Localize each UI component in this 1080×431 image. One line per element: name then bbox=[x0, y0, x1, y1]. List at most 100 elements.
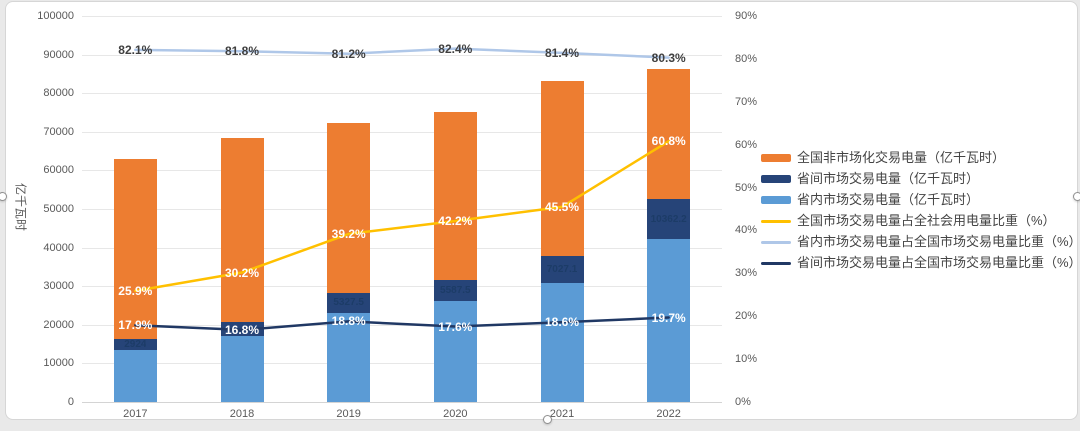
legend-item-label: 省间市场交易电量（亿千瓦时） bbox=[797, 171, 980, 186]
resize-handle-bottom[interactable] bbox=[543, 415, 552, 424]
line-point-label: 18.8% bbox=[331, 314, 366, 329]
line-point-label: 30.2% bbox=[224, 265, 260, 280]
legend-item-intraprovincial-volume[interactable]: 省内市场交易电量（亿千瓦时） bbox=[761, 193, 1080, 207]
bar-segment[interactable]: 7027.1 bbox=[540, 256, 584, 284]
right-axis-tick: 80% bbox=[735, 52, 758, 65]
line-point-label: 39.2% bbox=[331, 226, 366, 241]
legend-item-interprovincial-volume[interactable]: 省间市场交易电量（亿千瓦时） bbox=[761, 172, 1080, 186]
bar-segment[interactable] bbox=[540, 81, 584, 256]
gridline bbox=[82, 93, 722, 95]
line-point-label: 81.2% bbox=[331, 46, 366, 61]
bar-segment[interactable] bbox=[433, 112, 477, 280]
legend-swatch bbox=[761, 219, 791, 223]
x-axis-label: 2017 bbox=[123, 408, 148, 420]
gridline bbox=[82, 286, 722, 288]
legend-item-label: 省内市场交易电量（亿千瓦时） bbox=[797, 192, 980, 207]
resize-handle-right[interactable] bbox=[1073, 192, 1080, 201]
legend-item-interprovincial-share-line[interactable]: 省间市场交易电量占全国市场交易电量比重（%） bbox=[761, 256, 1080, 270]
bar-segment-value-label: 5587.5 bbox=[440, 284, 471, 296]
line-series[interactable] bbox=[134, 139, 670, 293]
right-axis-tick: 30% bbox=[735, 267, 758, 280]
bar-segment[interactable]: 5327.5 bbox=[327, 292, 371, 314]
right-axis-tick: 60% bbox=[735, 138, 758, 151]
left-axis-tick: 40000 bbox=[43, 241, 74, 254]
legend-item-non-market-volume[interactable]: 全国非市场化交易电量（亿千瓦时） bbox=[761, 151, 1080, 165]
right-axis-tick: 40% bbox=[735, 224, 758, 237]
bar-segment[interactable] bbox=[220, 137, 264, 323]
bar-segment[interactable] bbox=[433, 301, 477, 402]
left-axis-tick: 60000 bbox=[43, 164, 74, 177]
resize-handle-left[interactable] bbox=[0, 192, 7, 201]
x-axis-label: 2021 bbox=[549, 408, 575, 420]
legend-item-label: 全国市场交易电量占全社会用电量比重（%） bbox=[797, 213, 1056, 228]
legend-item-label: 省内市场交易电量占全国市场交易电量比重（%） bbox=[797, 234, 1080, 249]
line-point-label: 25.9% bbox=[118, 283, 153, 298]
line-point-label: 81.8% bbox=[224, 44, 260, 59]
line-series[interactable] bbox=[134, 316, 670, 332]
gridline bbox=[82, 247, 722, 249]
x-axis-label: 2020 bbox=[443, 408, 468, 420]
right-axis-tick: 10% bbox=[735, 353, 758, 366]
legend-swatch bbox=[761, 154, 791, 162]
bar-segment[interactable] bbox=[113, 350, 157, 402]
left-axis-tick: 30000 bbox=[43, 280, 74, 293]
gridline bbox=[82, 54, 722, 56]
legend: 全国非市场化交易电量（亿千瓦时） 省间市场交易电量（亿千瓦时） 省内市场交易电量… bbox=[761, 151, 1080, 270]
line-point-label: 19.7% bbox=[651, 310, 686, 325]
legend-item-label: 全国非市场化交易电量（亿千瓦时） bbox=[797, 150, 1006, 165]
gridline bbox=[82, 209, 722, 210]
gridline bbox=[82, 16, 722, 17]
legend-swatch bbox=[761, 196, 791, 204]
legend-swatch bbox=[761, 240, 791, 244]
line-point-label: 45.5% bbox=[544, 199, 580, 214]
line-point-label: 81.4% bbox=[544, 45, 580, 60]
bar-segment-value-label: 5327.5 bbox=[333, 297, 364, 309]
x-axis-label: 2022 bbox=[656, 408, 681, 420]
line-point-label: 17.6% bbox=[438, 319, 473, 334]
right-axis-tick: 90% bbox=[735, 10, 758, 22]
legend-swatch bbox=[761, 261, 791, 265]
line-point-label: 17.9% bbox=[118, 318, 153, 333]
line-point-label: 82.1% bbox=[118, 42, 153, 57]
gridline bbox=[82, 363, 722, 365]
line-point-label: 82.4% bbox=[438, 41, 473, 56]
line-series[interactable] bbox=[134, 47, 670, 59]
left-axis-tick: 100000 bbox=[37, 10, 74, 22]
gridline bbox=[82, 170, 722, 172]
legend-item-intraprovincial-share-line[interactable]: 省内市场交易电量占全国市场交易电量比重（%） bbox=[761, 235, 1080, 249]
bar-segment-value-label: 2924 bbox=[124, 339, 147, 351]
x-axis-label: 2019 bbox=[336, 408, 361, 420]
bar-segment-value-label: 10362.2 bbox=[650, 213, 687, 225]
x-axis-label: 2018 bbox=[229, 408, 255, 420]
line-point-label: 80.3% bbox=[651, 50, 686, 65]
legend-item-market-share-line[interactable]: 全国市场交易电量占全社会用电量比重（%） bbox=[761, 214, 1080, 228]
left-axis-tick: 80000 bbox=[43, 87, 74, 100]
left-axis-tick: 50000 bbox=[43, 203, 74, 215]
bar-segment[interactable] bbox=[220, 335, 264, 402]
legend-swatch bbox=[761, 175, 791, 183]
bar-segment[interactable] bbox=[327, 123, 371, 293]
gridline bbox=[82, 324, 722, 326]
line-point-label: 16.8% bbox=[224, 322, 260, 337]
gridline bbox=[82, 402, 722, 403]
bar-segment[interactable]: 2924 bbox=[113, 338, 157, 351]
left-axis-tick: 0 bbox=[67, 396, 74, 408]
line-point-label: 18.6% bbox=[544, 315, 580, 330]
right-axis-tick: 0% bbox=[735, 396, 751, 408]
left-axis-tick: 90000 bbox=[43, 48, 74, 61]
bar-segment-value-label: 7027.1 bbox=[546, 264, 578, 276]
line-point-label: 42.2% bbox=[438, 214, 473, 228]
gridline bbox=[82, 131, 722, 133]
bar-segment[interactable]: 10362.2 bbox=[647, 199, 691, 240]
left-axis-tick: 20000 bbox=[43, 318, 74, 331]
bar-segment[interactable] bbox=[113, 158, 157, 339]
bar-segment[interactable]: 5587.5 bbox=[433, 279, 477, 302]
left-axis-tick: 10000 bbox=[43, 357, 74, 370]
right-axis-tick: 50% bbox=[735, 181, 758, 194]
right-axis-tick: 70% bbox=[735, 95, 758, 108]
left-axis-tick: 70000 bbox=[43, 125, 74, 138]
legend-item-label: 省间市场交易电量占全国市场交易电量比重（%） bbox=[797, 255, 1080, 270]
bar-segment[interactable] bbox=[540, 283, 584, 402]
line-point-label: 60.8% bbox=[651, 134, 686, 149]
